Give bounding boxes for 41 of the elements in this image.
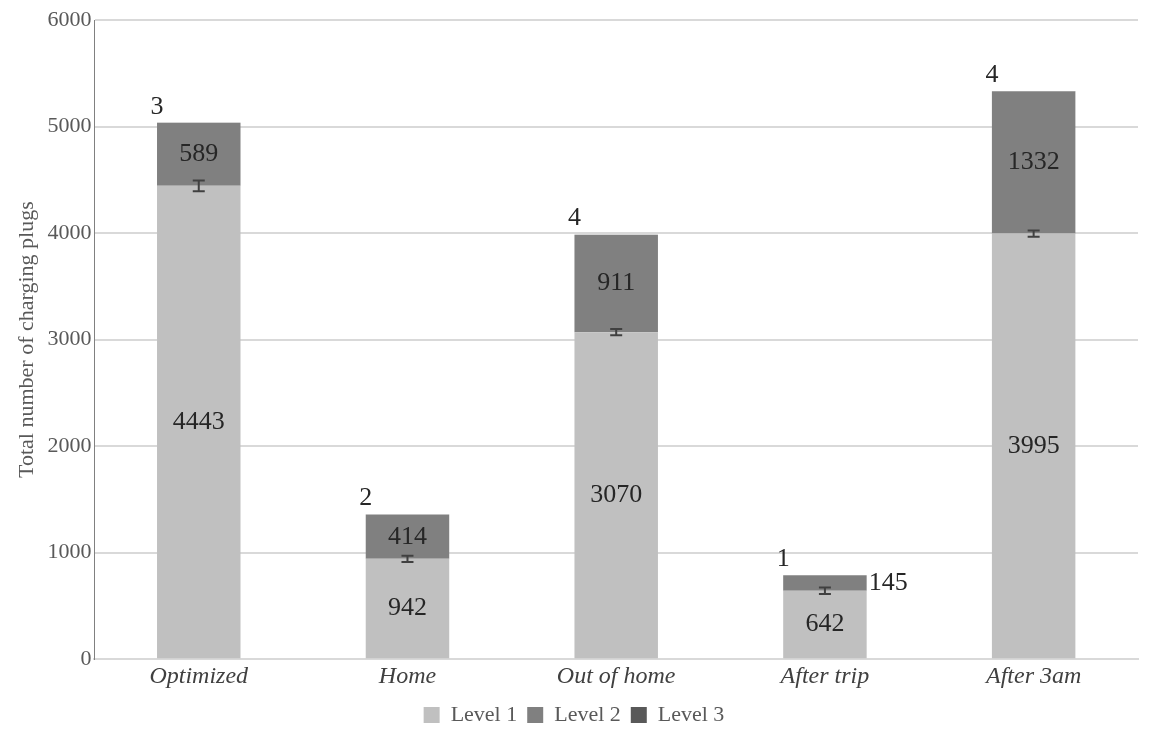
data-label: 4 <box>567 202 581 232</box>
bar <box>991 233 1076 659</box>
y-tick-label: 3000 <box>47 325 92 351</box>
y-tick-label: 0 <box>80 644 92 670</box>
data-label: 1332 <box>1007 146 1060 176</box>
data-label: 145 <box>868 566 908 596</box>
data-label: 1 <box>776 543 790 573</box>
bar <box>157 123 241 186</box>
x-tick-label: Out of home <box>556 661 676 688</box>
legend-label: Level 3 <box>657 700 725 726</box>
data-label: 3070 <box>590 479 643 508</box>
y-tick-label: 1000 <box>47 538 92 564</box>
bar <box>365 514 450 559</box>
data-label: 4 <box>985 59 999 89</box>
y-tick-label: 2000 <box>47 431 92 457</box>
data-label: 642 <box>805 608 845 638</box>
x-tick-label: Home <box>377 661 437 688</box>
data-label: 911 <box>597 267 636 297</box>
y-tick-label: 4000 <box>47 218 92 244</box>
data-label: 2 <box>359 482 373 512</box>
y-tick-label: 6000 <box>47 5 92 31</box>
data-label: 942 <box>387 592 427 622</box>
bar <box>783 575 867 591</box>
y-tick-label: 5000 <box>47 112 92 138</box>
data-label: 3995 <box>1007 429 1060 459</box>
legend-label: Level 1 <box>450 700 518 726</box>
bar <box>157 185 241 659</box>
x-tick-label: After 3am <box>983 661 1082 688</box>
bar <box>991 91 1076 234</box>
data-label: 589 <box>179 138 219 168</box>
bar <box>574 332 658 659</box>
data-label: 414 <box>387 520 427 550</box>
y-axis-title: Total number of charging plugs <box>12 201 38 478</box>
bar <box>574 235 658 333</box>
data-label: 4443 <box>172 405 225 435</box>
x-tick-label: After trip <box>778 661 870 688</box>
data-label: 3 <box>150 90 164 120</box>
bar <box>365 558 450 659</box>
legend-label: Level 2 <box>554 700 621 726</box>
x-tick-label: Optimized <box>149 661 250 688</box>
bar <box>783 590 867 659</box>
